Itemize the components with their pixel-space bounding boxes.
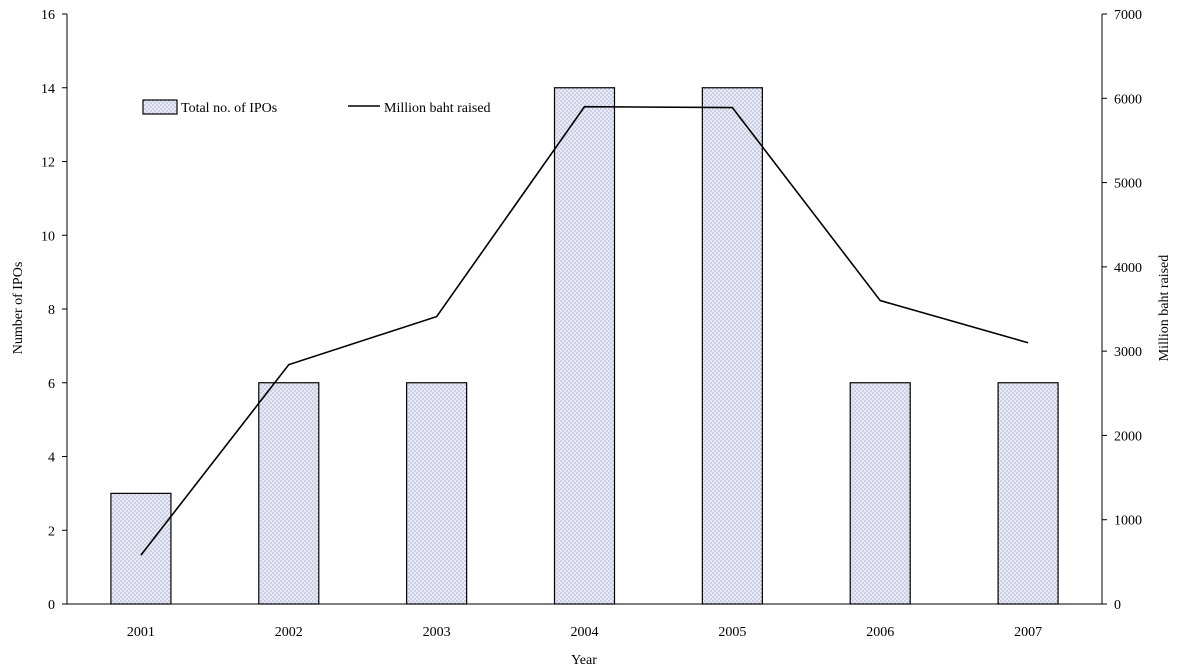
y-axis-title: Number of IPOs xyxy=(11,262,26,355)
left-tick-label: 10 xyxy=(41,229,55,244)
bar-2003 xyxy=(406,382,468,605)
x-tick-label: 2005 xyxy=(718,625,746,640)
right-tick-label: 1000 xyxy=(1114,514,1142,529)
bar-2006 xyxy=(849,382,911,605)
left-tick-label: 4 xyxy=(48,451,55,466)
left-tick-label: 16 xyxy=(41,8,55,23)
left-tick-label: 2 xyxy=(48,524,55,539)
x-tick-label: 2002 xyxy=(275,625,303,640)
left-tick-label: 8 xyxy=(48,303,55,318)
left-tick-label: 0 xyxy=(48,598,55,613)
left-y-ticks: 0 2 4 6 8 10 12 14 16 xyxy=(41,8,67,613)
left-tick-label: 6 xyxy=(48,377,55,392)
legend-line-label: Million baht raised xyxy=(384,101,491,116)
right-y-ticks: 0 1000 2000 3000 4000 5000 6000 7000 xyxy=(1102,8,1142,613)
y2-axis-title: Million baht raised xyxy=(1157,255,1172,362)
bar-2002 xyxy=(258,382,320,605)
right-tick-label: 4000 xyxy=(1114,261,1142,276)
line-series-million-baht xyxy=(140,105,1029,556)
bar-2004 xyxy=(553,87,616,605)
bars-layer xyxy=(110,87,1059,605)
right-tick-label: 2000 xyxy=(1114,429,1142,444)
x-tick-label: 2001 xyxy=(127,625,155,640)
right-tick-label: 7000 xyxy=(1114,8,1142,23)
x-tick-labels: 2001 2002 2003 2004 2005 2006 2007 xyxy=(127,625,1042,640)
right-tick-label: 3000 xyxy=(1114,345,1142,360)
legend-bar-swatch xyxy=(142,99,178,115)
x-tick-label: 2006 xyxy=(866,625,894,640)
legend-bar-label: Total no. of IPOs xyxy=(181,101,277,116)
right-tick-label: 6000 xyxy=(1114,92,1142,107)
right-tick-label: 5000 xyxy=(1114,177,1142,192)
x-tick-label: 2004 xyxy=(571,625,599,640)
right-tick-label: 0 xyxy=(1114,598,1121,613)
x-axis-title: Year xyxy=(571,653,597,668)
bar-2005 xyxy=(701,87,763,605)
legend: Total no. of IPOs Million baht raised xyxy=(142,99,491,116)
left-tick-label: 12 xyxy=(41,156,55,171)
bar-2007 xyxy=(997,382,1059,605)
x-tick-label: 2003 xyxy=(423,625,451,640)
bar-2001 xyxy=(110,492,172,605)
left-tick-label: 14 xyxy=(41,82,55,97)
x-tick-label: 2007 xyxy=(1014,625,1042,640)
